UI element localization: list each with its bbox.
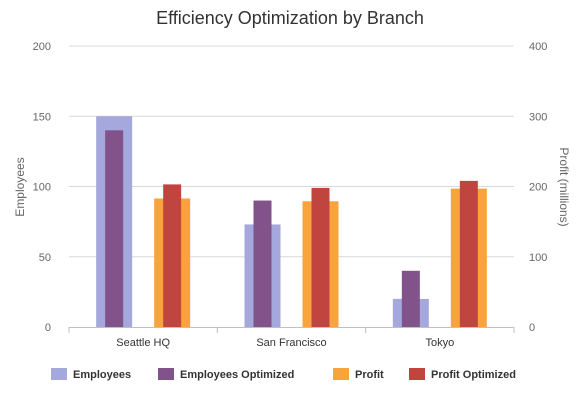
y-right-tick-label: 200 <box>529 182 547 194</box>
legend-label[interactable]: Profit <box>355 369 384 381</box>
axes: 0 50 100 150 200 0 100 200 300 400 Seattle HQ San F… <box>33 41 548 349</box>
bar[interactable] <box>105 130 124 327</box>
y-left-tick-label: 150 <box>33 111 51 123</box>
bars <box>96 116 487 327</box>
y-left-tick-label: 0 <box>45 322 51 334</box>
bar[interactable] <box>459 180 478 327</box>
bar[interactable] <box>163 184 182 327</box>
gridlines <box>69 45 514 258</box>
legend-swatch[interactable] <box>333 368 349 380</box>
y-left-tick-label: 200 <box>33 41 51 53</box>
x-category-label: San Francisco <box>256 337 326 349</box>
x-category-label: Seattle HQ <box>116 337 170 349</box>
chart-title: Efficiency Optimization by Branch <box>156 8 424 28</box>
y-left-tick-label: 50 <box>39 252 51 264</box>
y-left-tick-label: 100 <box>33 182 51 194</box>
legend-swatch[interactable] <box>51 368 67 380</box>
y-right-tick-label: 0 <box>529 322 535 334</box>
legend-swatch[interactable] <box>158 368 174 380</box>
bar[interactable] <box>253 200 272 327</box>
legend-label[interactable]: Employees <box>73 369 131 381</box>
bar[interactable] <box>311 187 330 327</box>
legend-label[interactable]: Employees Optimized <box>180 369 294 381</box>
y-axis-right-title: Profit (millions) <box>557 147 571 226</box>
y-axis-left-title: Employees <box>13 157 27 216</box>
y-right-tick-label: 300 <box>529 111 547 123</box>
bar[interactable] <box>401 270 420 327</box>
y-right-tick-label: 400 <box>529 41 547 53</box>
legend-label[interactable]: Profit Optimized <box>431 369 516 381</box>
legend-swatch[interactable] <box>409 368 425 380</box>
x-category-label: Tokyo <box>425 337 454 349</box>
legend[interactable]: Employees Employees Optimized Profit Profit… <box>51 368 516 381</box>
y-right-tick-label: 100 <box>529 252 547 264</box>
